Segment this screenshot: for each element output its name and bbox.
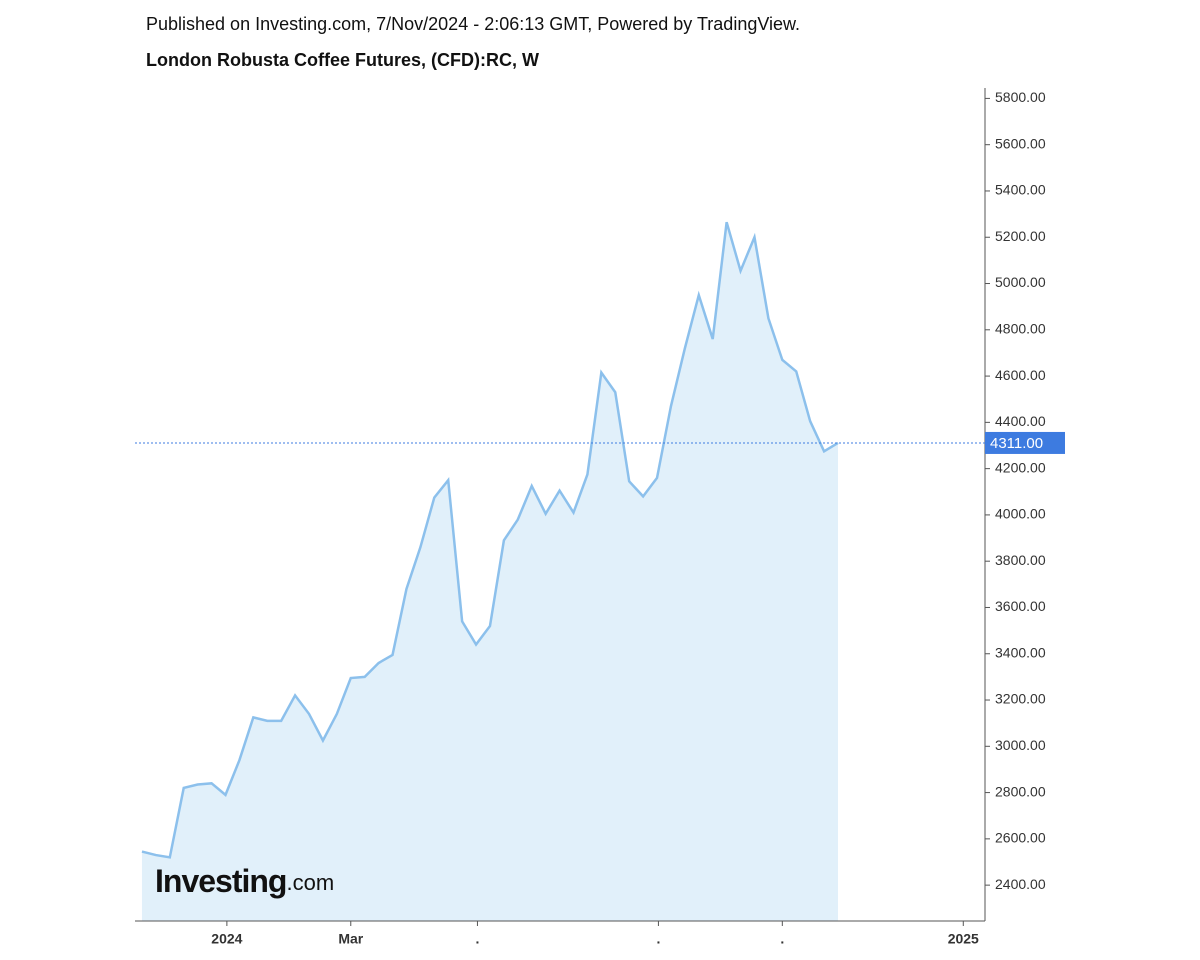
price-box [985,431,1065,454]
logo-main: Investing [155,863,286,899]
y-tick-label: 2400.00 [995,876,1046,892]
x-tick-label: 2025 [948,931,979,947]
y-tick-label: 2800.00 [995,783,1046,799]
chart-title: London Robusta Coffee Futures, (CFD):RC,… [146,50,539,70]
published-note: Published on Investing.com, 7/Nov/2024 -… [146,14,801,34]
y-tick-label: 3600.00 [995,598,1046,614]
x-tick-label: . [780,931,784,947]
logo-suffix: .com [286,870,334,895]
y-tick-label: 3200.00 [995,691,1046,707]
y-tick-label: 4000.00 [995,506,1046,522]
y-tick-label: 5800.00 [995,89,1046,105]
y-tick-label: 4400.00 [995,413,1046,429]
y-tick-label: 3400.00 [995,644,1046,660]
y-tick-label: 4200.00 [995,459,1046,475]
y-tick-label: 5200.00 [995,228,1046,244]
y-tick-label: 5000.00 [995,274,1046,290]
y-tick-label: 5400.00 [995,182,1046,198]
y-tick-label: 3000.00 [995,737,1046,753]
y-tick-label: 5600.00 [995,135,1046,151]
price-label: 4311.00 [990,435,1043,452]
x-tick-label: . [476,931,480,947]
y-tick-label: 4800.00 [995,321,1046,337]
plot: 2400.00 2600.00 2800.00 3000.00 3200.00 3400.… [135,88,1065,947]
x-tick-label: Mar [338,931,363,947]
logo: Investing.com [155,863,334,899]
y-tick-label: 4600.00 [995,367,1046,383]
price-line [141,221,839,859]
area-fill [141,222,838,921]
y-tick-label: 2600.00 [995,830,1046,846]
x-tick-label: 2024 [211,931,242,947]
y-tick-label: 3800.00 [995,552,1046,568]
x-tick-label: . [656,931,660,947]
